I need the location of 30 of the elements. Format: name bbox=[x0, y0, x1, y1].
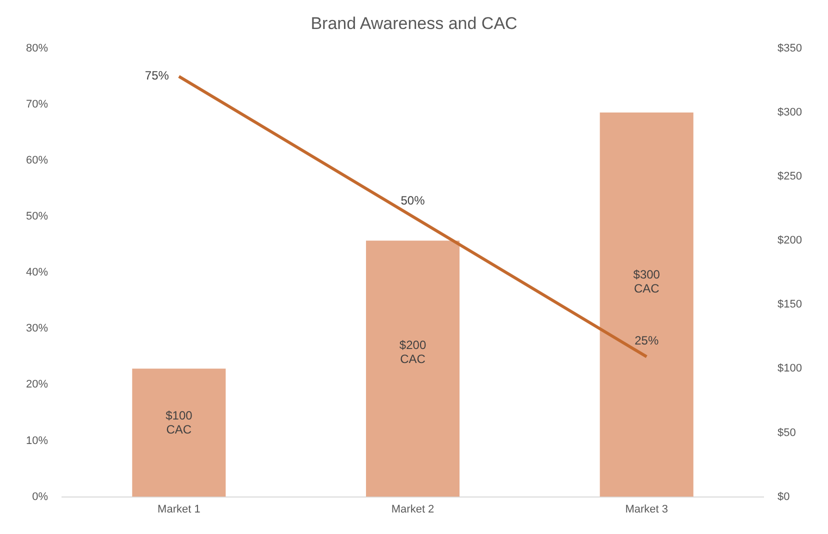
y2-tick-label: $150 bbox=[778, 298, 802, 311]
x-tick-label: Market 3 bbox=[625, 503, 668, 516]
y2-tick-label: $0 bbox=[778, 490, 790, 503]
y-tick-label: 50% bbox=[26, 210, 48, 223]
x-tick-label: Market 1 bbox=[158, 503, 200, 516]
x-tick-label: Market 2 bbox=[391, 503, 434, 516]
y2-tick-label: $350 bbox=[778, 42, 802, 54]
y2-tick-label: $100 bbox=[778, 362, 802, 375]
y2-tick-label: $300 bbox=[778, 106, 802, 118]
chart-title: Brand Awareness and CAC bbox=[310, 14, 518, 33]
y-tick-label: 40% bbox=[26, 266, 48, 279]
y-tick-label: 80% bbox=[26, 42, 48, 54]
y-tick-label: 10% bbox=[26, 434, 48, 447]
y-tick-label: 60% bbox=[26, 154, 48, 167]
bar bbox=[600, 112, 694, 497]
y2-tick-label: $50 bbox=[778, 426, 796, 439]
data-label: 25% bbox=[634, 334, 659, 348]
y-tick-label: 70% bbox=[26, 98, 48, 110]
y2-tick-label: $250 bbox=[778, 170, 802, 183]
y-tick-label: 0% bbox=[32, 490, 48, 503]
bar bbox=[366, 240, 460, 497]
y2-tick-label: $200 bbox=[778, 234, 802, 247]
data-label: 75% bbox=[144, 68, 170, 83]
data-label: $300 CAC bbox=[633, 267, 660, 296]
data-label: $200 CAC bbox=[399, 338, 426, 366]
data-label: $100 CAC bbox=[166, 408, 193, 436]
bar bbox=[132, 368, 226, 497]
y-tick-label: 30% bbox=[26, 322, 48, 335]
data-label: 50% bbox=[400, 194, 426, 208]
y-tick-label: 20% bbox=[26, 378, 48, 391]
